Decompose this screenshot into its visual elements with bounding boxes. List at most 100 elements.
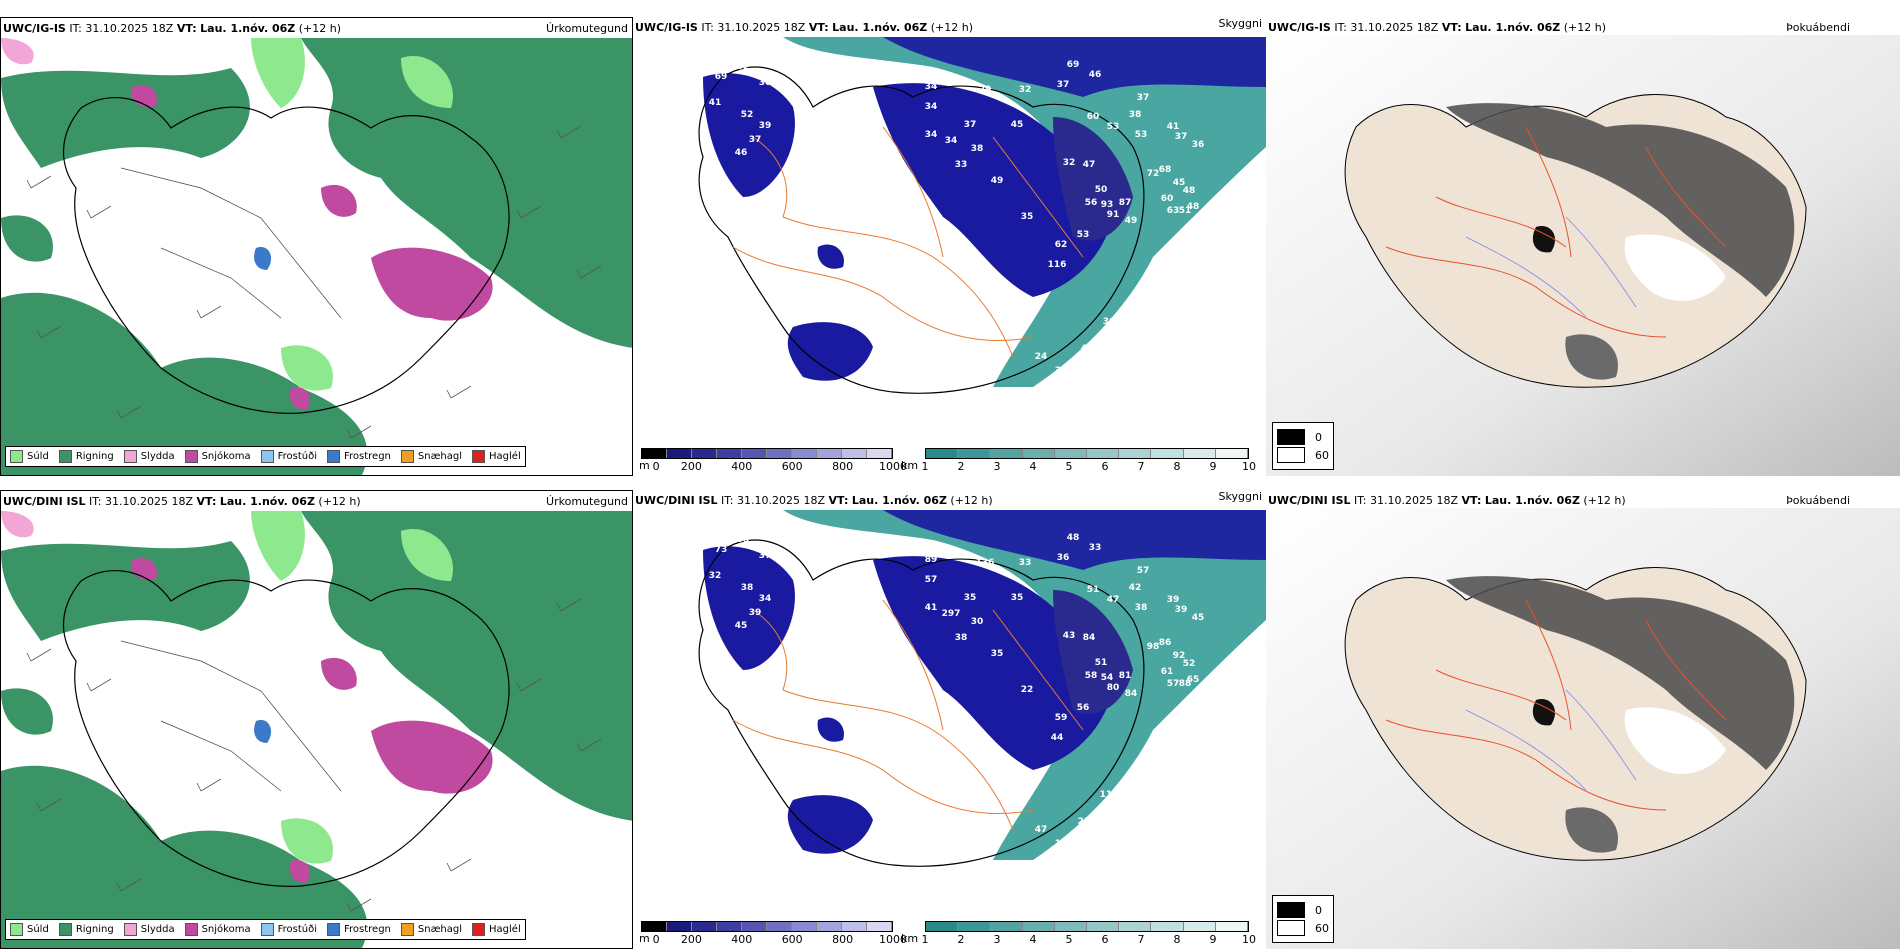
legend-swatch bbox=[400, 923, 414, 936]
colorbar-tick: 7 bbox=[1137, 460, 1145, 473]
cloud-base-label: 93 bbox=[1101, 200, 1114, 210]
model-name: UWC/DINI ISL bbox=[1268, 494, 1351, 507]
cloud-base-label: 59 bbox=[1055, 713, 1068, 723]
cloud-base-label: 116 bbox=[1100, 790, 1119, 800]
cloud-base-label: 22 bbox=[1021, 685, 1034, 695]
cloud-base-label: 92 bbox=[1173, 651, 1186, 661]
colorbar-segment bbox=[1087, 449, 1120, 458]
cloud-base-label: 60 bbox=[1187, 222, 1200, 232]
cloud-base-label: 38 bbox=[1055, 366, 1068, 376]
colorbar-tick: 800 bbox=[832, 933, 854, 946]
cloud-base-label: 65 bbox=[1187, 675, 1200, 685]
precip-map bbox=[1, 36, 632, 475]
it-label: IT: bbox=[69, 22, 82, 35]
cloud-base-label: 32 bbox=[1063, 158, 1076, 168]
cloud-base-colorbar: 0 200 400 600 800 1000 m bbox=[639, 921, 907, 947]
cloud-base-label: 89 bbox=[925, 555, 938, 565]
cloud-base-bar bbox=[641, 921, 893, 932]
legend-swatch bbox=[123, 450, 137, 463]
colorbar-tick: 8 bbox=[1173, 933, 1181, 946]
fog-legend-label: 0 bbox=[1315, 430, 1322, 444]
fog-legend: 0 60 bbox=[1272, 895, 1334, 943]
precip-legend: Súld Rigning Slydda Snjókoma Frostúði Frostre… bbox=[5, 446, 526, 467]
colorbar-segment bbox=[692, 449, 717, 458]
cloud-base-label: 35 bbox=[795, 103, 808, 113]
colorbar-tick: 1 bbox=[921, 933, 929, 946]
visibility-ticks: 1 2 3 4 5 6 7 8 9 10 bbox=[921, 933, 1257, 947]
cloud-base-label: 30 bbox=[759, 78, 772, 88]
cloud-base-label: 32 bbox=[1019, 85, 1032, 95]
colorbar-segment bbox=[1215, 922, 1249, 931]
cloud-base-label: 51 bbox=[1179, 206, 1192, 216]
colorbar-tick: 10 bbox=[1242, 933, 1256, 946]
colorbar-segment bbox=[1054, 449, 1088, 458]
cloud-base-label: 37 bbox=[964, 120, 977, 130]
legend-swatch bbox=[123, 923, 137, 936]
cloud-base-label: 38 bbox=[1135, 603, 1148, 613]
cloud-base-label: 45 bbox=[1192, 613, 1205, 623]
colorbar-segment bbox=[867, 449, 892, 458]
cloud-base-label: 46 bbox=[1089, 70, 1102, 80]
colorbar-segment bbox=[1183, 449, 1216, 458]
colorbar-segment bbox=[642, 449, 667, 458]
it-label: IT: bbox=[89, 495, 102, 508]
fog-legend-label: 0 bbox=[1315, 903, 1322, 917]
cloud-base-label: 896 bbox=[1250, 691, 1266, 701]
cloud-base-label: 34 bbox=[925, 102, 938, 112]
colorbar-tick: 5 bbox=[1065, 933, 1073, 946]
cloud-base-label: 24 bbox=[1035, 352, 1048, 362]
legend-item: Súld bbox=[10, 923, 49, 936]
cloud-base-label: 48 bbox=[1183, 186, 1196, 196]
colorbar-tick: 3 bbox=[993, 933, 1001, 946]
cloud-panel-title: Skyggni bbox=[1218, 17, 1262, 30]
colorbar-tick: 7 bbox=[1137, 933, 1145, 946]
cloud-base-label: 105 bbox=[1131, 805, 1150, 815]
cloud-base-label: 86 bbox=[1159, 638, 1172, 648]
legend-item: Haglél bbox=[472, 923, 521, 936]
cloud-base-label: 49 bbox=[1125, 216, 1138, 226]
legend-item: Rigning bbox=[58, 923, 114, 936]
colorbar-segment bbox=[1151, 449, 1184, 458]
cloud-base-label: 68 bbox=[1159, 165, 1172, 175]
legend-label: Rigning bbox=[75, 924, 114, 935]
cloud-base-label: 37 bbox=[749, 135, 762, 145]
legend-label: Haglél bbox=[489, 924, 521, 935]
cloud-base-label: 45 bbox=[735, 621, 748, 631]
cloud-base-label: 18 bbox=[1147, 290, 1160, 300]
legend-label: Frostúði bbox=[277, 451, 317, 462]
cloud-base-label: 40 bbox=[1081, 344, 1094, 354]
cloud-base-label: 39 bbox=[759, 121, 772, 131]
cloud-base-label: 34 bbox=[925, 82, 938, 92]
cloud-base-label: 39 bbox=[749, 608, 762, 618]
cloud-base-label: 72 bbox=[1147, 169, 1160, 179]
vt-label: VT: bbox=[1441, 21, 1462, 34]
cloud-base-label: 42 bbox=[1129, 583, 1142, 593]
colorbar-segment bbox=[926, 449, 959, 458]
colorbar-tick: 6 bbox=[1101, 933, 1109, 946]
cloud-base-label: 91 bbox=[1107, 210, 1120, 220]
cloud-panel-title: Skyggni bbox=[1218, 490, 1262, 503]
colorbar-tick: 3 bbox=[993, 460, 1001, 473]
cloud-base-label: 69 bbox=[1067, 60, 1080, 70]
cloud-base-label: 50 bbox=[1095, 185, 1108, 195]
colorbar-tick: 4 bbox=[1029, 933, 1037, 946]
colorbar-tick: 200 bbox=[680, 460, 702, 473]
colorbar-segment bbox=[958, 922, 991, 931]
it-label: IT: bbox=[1334, 21, 1347, 34]
colorbar-segment bbox=[1022, 449, 1055, 458]
legend-swatch bbox=[327, 450, 340, 463]
colorbar-segment bbox=[842, 449, 867, 458]
cloud-base-label: 49 bbox=[991, 176, 1004, 186]
cloud-base-label: 53 bbox=[1107, 122, 1120, 132]
colorbar-segment bbox=[692, 922, 717, 931]
colorbar-segment bbox=[817, 449, 842, 458]
vt-value: Lau. 1.nóv. 06Z bbox=[832, 21, 928, 34]
fog-legend-label: 60 bbox=[1315, 448, 1329, 462]
cloud-base-label: 63 bbox=[761, 526, 774, 536]
panel-header: UWC/DINI ISL IT: 31.10.2025 18Z VT: Lau.… bbox=[1268, 494, 1626, 507]
vt-label: VT: bbox=[176, 22, 197, 35]
vt-value: Lau. 1.nóv. 06Z bbox=[1484, 494, 1580, 507]
it-label: IT: bbox=[1354, 494, 1367, 507]
fog-indicator-panel: UWC/IG-IS IT: 31.10.2025 18Z VT: Lau. 1.… bbox=[1266, 17, 1900, 476]
colorbar-segment bbox=[792, 922, 817, 931]
